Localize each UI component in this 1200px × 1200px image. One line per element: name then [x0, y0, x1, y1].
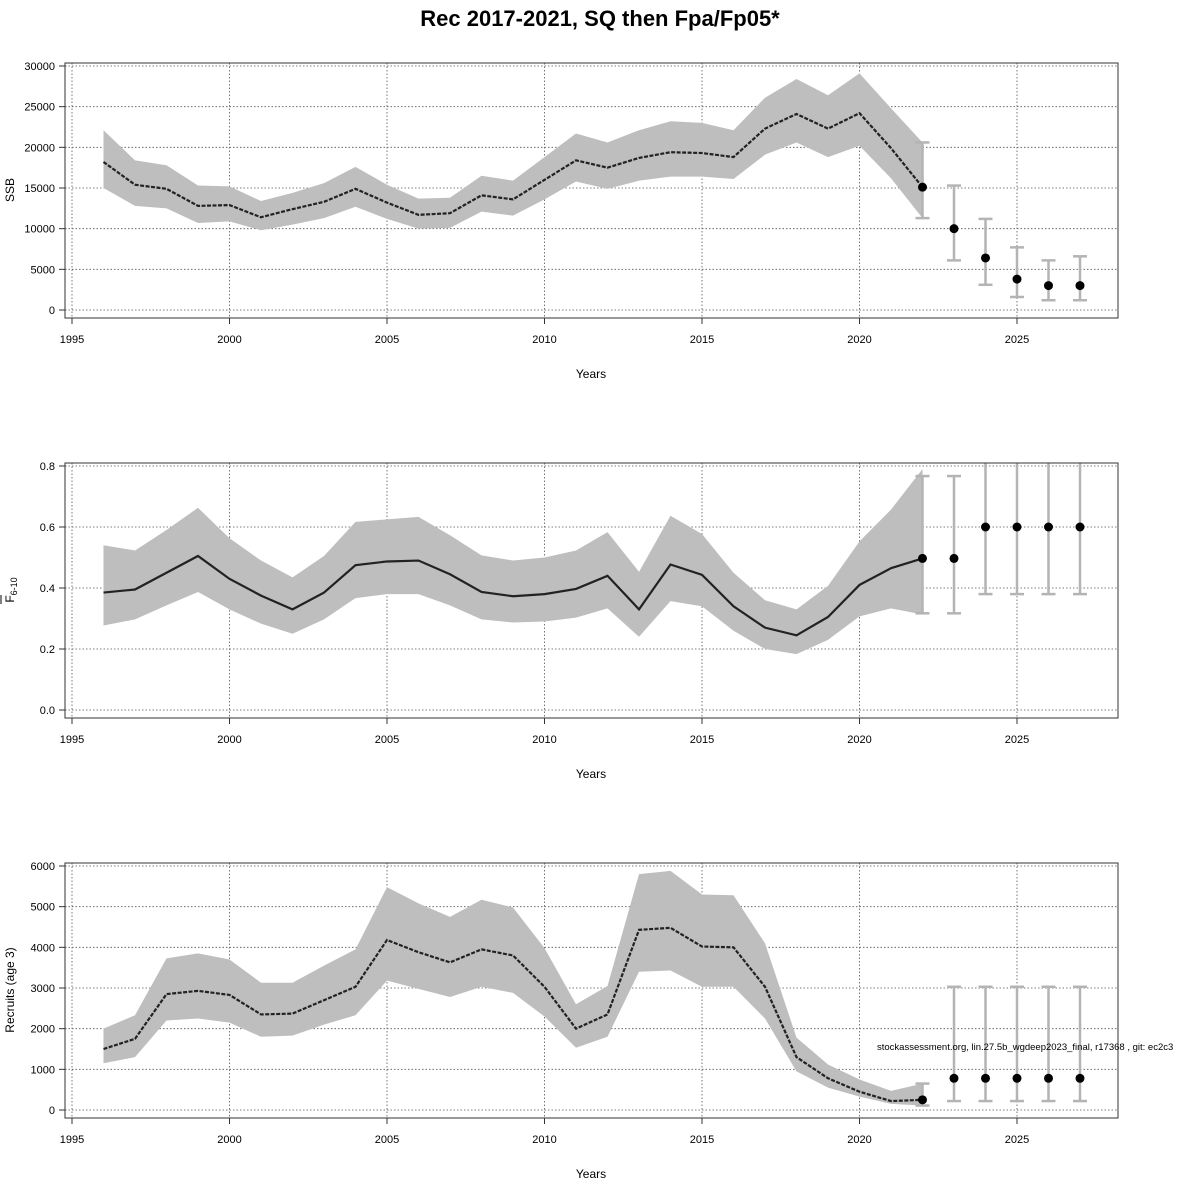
- recruits-x-axis-label: Years: [576, 1167, 606, 1181]
- y-tick-label: 0: [49, 305, 55, 317]
- forecast-errorbar: [1041, 463, 1056, 596]
- forecast-point: [1044, 522, 1053, 532]
- y-tick-label: 0.8: [40, 461, 55, 473]
- x-tick-label: 2025: [1005, 1134, 1029, 1146]
- x-tick-label: 2020: [847, 334, 871, 346]
- forecast-point: [918, 1095, 927, 1105]
- y-tick-label: 3000: [31, 983, 55, 995]
- ssb-x-axis-label: Years: [576, 367, 606, 381]
- y-tick-label: 5000: [31, 264, 55, 276]
- ssb-y-axis-label: SSB: [3, 178, 17, 202]
- x-tick-label: 2015: [690, 734, 714, 746]
- chart-title: Rec 2017-2021, SQ then Fpa/Fp05*: [420, 6, 780, 31]
- estimate-line: [102, 111, 924, 219]
- x-tick-label: 2015: [690, 1134, 714, 1146]
- x-tick-label: 2015: [690, 334, 714, 346]
- forecast-point: [981, 1073, 990, 1083]
- forecast-point: [981, 253, 990, 263]
- x-tick-label: 2000: [217, 1134, 241, 1146]
- y-tick-label: 0: [49, 1105, 55, 1117]
- forecast-errorbar: [947, 474, 961, 615]
- y-tick-label: 0.2: [40, 644, 55, 656]
- confidence-band: [103, 870, 923, 1106]
- y-tick-label: 2000: [31, 1024, 55, 1036]
- forecast-point: [949, 1073, 959, 1083]
- x-tick-label: 1995: [60, 1134, 84, 1146]
- x-tick-label: 2025: [1005, 734, 1029, 746]
- forecast-point: [1075, 281, 1085, 291]
- recruits-y-axis-label: Recruits (age 3): [3, 947, 17, 1032]
- f-y-axis-label-main: F: [3, 595, 17, 602]
- y-tick-label: 4000: [31, 942, 55, 954]
- forecast-point: [1075, 1073, 1085, 1083]
- x-tick-label: 2025: [1005, 334, 1029, 346]
- forecast-point: [1012, 1073, 1022, 1083]
- forecast-errorbar: [1010, 246, 1024, 299]
- confidence-band: [103, 469, 923, 655]
- x-tick-label: 2005: [375, 334, 399, 346]
- forecast-point: [981, 522, 990, 532]
- panel-1: 1995 2000 2005 2010 2015 2020 2025 0 5000 10000 15…: [24, 61, 1119, 346]
- panel-3: 1995 2000 2005 2010 2015 2020 2025 0 1000 2000 300…: [31, 861, 1119, 1146]
- f-y-axis-label-subscript: 6-10: [9, 577, 19, 595]
- forecast-point: [1044, 1073, 1053, 1083]
- y-tick-label: 25000: [24, 102, 55, 114]
- panel-2: 1995 2000 2005 2010 2015 2020 2025 0.0 0.2 0.4 0.6…: [40, 461, 1119, 746]
- estimate-line: [103, 554, 923, 637]
- forecast-point: [918, 553, 927, 563]
- forecast-errorbar: [915, 474, 930, 615]
- y-tick-label: 0.4: [40, 583, 55, 595]
- forecast-errorbar: [1073, 255, 1087, 302]
- plots-layer: 1995 2000 2005 2010 2015 2020 2025050001000015…: [24, 61, 1119, 1146]
- x-tick-label: 2005: [375, 1134, 399, 1146]
- x-tick-label: 2000: [217, 334, 241, 346]
- y-tick-label: 5000: [31, 902, 55, 914]
- x-tick-label: 1995: [60, 334, 84, 346]
- watermark: stockassessment.org, lin.27.5b_wgdeep202…: [877, 1042, 1173, 1053]
- forecast-point: [1012, 274, 1022, 284]
- y-tick-label: 10000: [24, 224, 55, 236]
- y-tick-label: 30000: [24, 61, 55, 73]
- forecast-errorbar: [947, 184, 961, 262]
- y-tick-label: 0.6: [40, 522, 55, 534]
- confidence-band: [103, 73, 923, 231]
- forecast-point: [949, 553, 959, 563]
- x-tick-label: 2010: [532, 1134, 556, 1146]
- forecast-point: [1012, 522, 1022, 532]
- forecast-point: [949, 224, 959, 234]
- y-tick-label: 6000: [31, 861, 55, 873]
- y-tick-label: 15000: [24, 183, 55, 195]
- x-tick-label: 2000: [217, 734, 241, 746]
- x-tick-label: 2005: [375, 734, 399, 746]
- y-tick-label: 20000: [24, 142, 55, 154]
- y-tick-label: 1000: [31, 1064, 55, 1076]
- forecast-errorbar: [1073, 463, 1087, 596]
- forecast-point: [1044, 281, 1053, 291]
- forecast-errorbar: [978, 463, 993, 596]
- f-y-axis-label: F6-10: [3, 577, 19, 602]
- forecast-point: [1075, 522, 1085, 532]
- forecast-errorbar: [978, 217, 993, 287]
- forecast-errorbar: [915, 141, 930, 220]
- f-x-axis-label: Years: [576, 767, 606, 781]
- y-tick-label: 0.0: [40, 705, 55, 717]
- forecast-point: [918, 182, 927, 192]
- x-tick-label: 2010: [532, 334, 556, 346]
- forecast-errorbar: [1041, 259, 1056, 302]
- x-tick-label: 2020: [847, 1134, 871, 1146]
- x-tick-label: 2010: [532, 734, 556, 746]
- x-tick-label: 2020: [847, 734, 871, 746]
- forecast-errorbar: [1010, 463, 1024, 596]
- x-tick-label: 1995: [60, 734, 84, 746]
